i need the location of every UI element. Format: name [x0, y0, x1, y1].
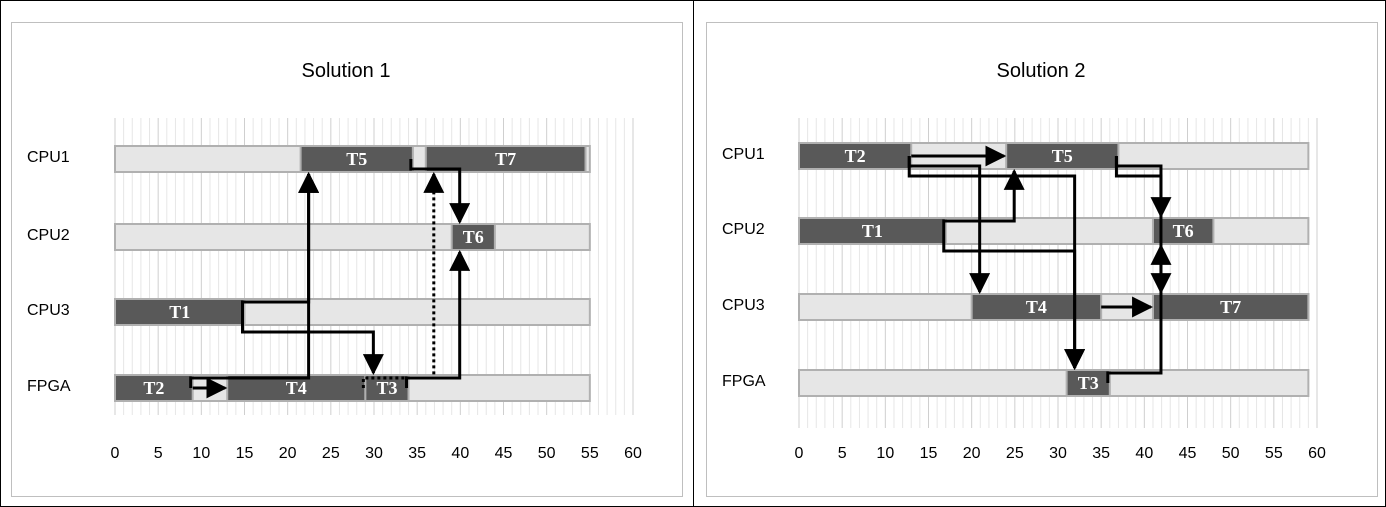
resource-label: CPU2 [722, 221, 765, 238]
x-tick-label: 25 [321, 445, 340, 462]
task-bar-t1 [114, 298, 246, 326]
x-tick-label: 0 [794, 445, 804, 462]
task-label: T6 [1173, 221, 1194, 241]
resource-row-fpga [798, 369, 1310, 397]
task-label: T5 [1052, 146, 1073, 166]
gantt-plot: T2 T5 T1 T6 T4 T7 T3 [798, 118, 1318, 428]
dependency-arrow-t5-t6 [409, 159, 471, 225]
x-tick-label: 40 [451, 445, 470, 462]
x-tick-label: 40 [1135, 445, 1154, 462]
resource-label: CPU2 [27, 227, 70, 244]
x-tick-label: 45 [1178, 445, 1197, 462]
dependency-arrow-t1-t5 [942, 168, 1025, 231]
task-label: T2 [845, 146, 866, 166]
resource-label: CPU1 [722, 146, 765, 163]
task-label: T1 [862, 221, 883, 241]
panel-divider [693, 0, 694, 507]
task-bar-t6 [1151, 217, 1215, 245]
x-tick-label: 50 [537, 445, 556, 462]
x-tick-label: 5 [837, 445, 847, 462]
task-label: T4 [1026, 297, 1047, 317]
task-bar-t4 [970, 293, 1103, 321]
resource-row-cpu2 [114, 223, 591, 251]
x-tick-label: 25 [1005, 445, 1024, 462]
dependency-arrow-t5-t6 [1114, 156, 1172, 219]
x-tick-label: 10 [192, 445, 211, 462]
dependency-arrow-t1-t5 [241, 171, 320, 312]
x-tick-label: 0 [110, 445, 120, 462]
x-tick-label: 30 [365, 445, 383, 462]
task-label: T2 [143, 378, 164, 398]
resource-label: FPGA [722, 373, 766, 390]
chart-solution-1: Solution 1 T5 T7 T6 T1 T2 T4 T3 CPU1 CPU2 CPU3 FP… [11, 22, 681, 495]
x-tick-label: 30 [1049, 445, 1067, 462]
task-label: T7 [1220, 297, 1241, 317]
task-bar-t3 [1065, 369, 1111, 397]
task-label: T6 [463, 227, 484, 247]
resource-label: CPU3 [27, 302, 70, 319]
x-tick-label: 15 [235, 445, 254, 462]
dependency-arrow-t1-t3 [241, 312, 384, 376]
task-label: T5 [346, 149, 367, 169]
x-tick-label: 60 [624, 445, 642, 462]
x-tick-label: 35 [408, 445, 427, 462]
x-tick-label: 20 [278, 445, 297, 462]
gantt-plot: T5 T7 T6 T1 T2 T4 T3 [114, 118, 634, 415]
task-bar-t7 [1151, 293, 1310, 321]
chart-solution-2: Solution 2 T2 T5 T1 T6 T4 T7 T3 CPU1 CPU2 CPU3 FP… [706, 22, 1376, 495]
x-tick-label: 60 [1308, 445, 1326, 462]
x-tick-label: 55 [1264, 445, 1283, 462]
resource-label: CPU1 [27, 149, 70, 166]
task-label: T3 [1078, 373, 1099, 393]
dependency-arrow-t2-t5 [189, 171, 320, 388]
x-tick-label: 50 [1221, 445, 1240, 462]
resource-label: CPU3 [722, 297, 765, 314]
chart-panel-2 [706, 22, 1378, 497]
dependency-arrow-t5-t7 [1114, 156, 1172, 295]
x-tick-label: 55 [580, 445, 599, 462]
dependency-arrow-t3-t6 [1106, 243, 1172, 383]
chart-panel-1 [11, 22, 683, 497]
x-tick-label: 20 [962, 445, 981, 462]
task-bar-t6 [450, 223, 496, 251]
task-label: T1 [169, 302, 190, 322]
task-bar-t5 [299, 145, 414, 173]
task-bar-t1 [798, 217, 947, 245]
task-label: T4 [286, 378, 307, 398]
x-tick-label: 45 [494, 445, 513, 462]
task-label: T7 [495, 149, 516, 169]
x-tick-label: 10 [876, 445, 895, 462]
x-tick-label: 35 [1092, 445, 1111, 462]
dependency-arrow-t1-t3 [942, 231, 1086, 371]
chart-title: Solution 1 [301, 60, 391, 82]
chart-title: Solution 2 [996, 60, 1086, 82]
x-tick-label: 15 [919, 445, 938, 462]
dependency-arrow-t4-t7 [361, 171, 445, 388]
task-label: T3 [376, 378, 397, 398]
x-tick-label: 5 [153, 445, 163, 462]
resource-label: FPGA [27, 378, 71, 395]
